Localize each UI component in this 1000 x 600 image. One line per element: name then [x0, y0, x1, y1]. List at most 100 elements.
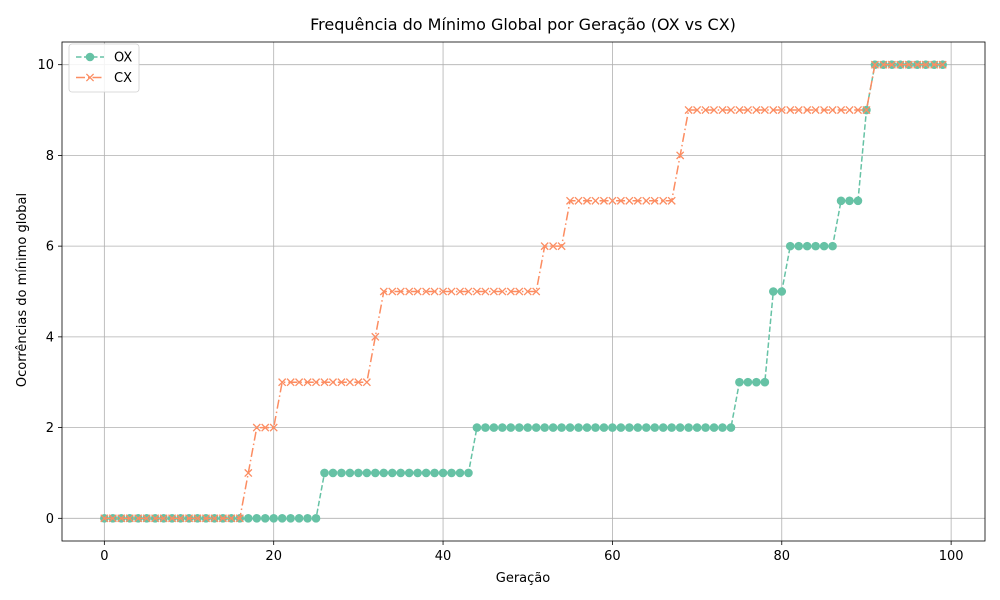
data-point-cx	[117, 514, 126, 523]
data-point-cx	[227, 514, 236, 523]
data-point-cx	[244, 468, 253, 478]
data-point-cx	[184, 514, 194, 523]
data-point-cx	[777, 105, 786, 115]
data-point-ox	[404, 468, 414, 478]
data-point-cx	[151, 514, 160, 523]
plot-area-border	[61, 41, 986, 542]
data-point-ox	[616, 423, 626, 432]
data-point-ox	[447, 468, 456, 478]
data-point-cx	[498, 287, 507, 296]
data-point-cx	[879, 60, 888, 69]
data-point-ox	[675, 423, 685, 432]
data-point-cx	[337, 378, 346, 387]
data-point-ox	[337, 468, 346, 478]
data-point-ox	[311, 514, 321, 523]
data-point-ox	[354, 468, 363, 478]
y-axis-ticks: 0 2 4 6 8 10	[37, 58, 62, 527]
data-point-cx	[633, 196, 642, 205]
data-point-ox	[811, 241, 820, 251]
data-point-ox	[514, 423, 524, 432]
data-point-cx	[481, 287, 490, 296]
data-point-ox	[794, 241, 804, 251]
data-point-cx	[557, 242, 566, 251]
y-tick-label: 8	[46, 149, 54, 164]
data-point-cx	[379, 287, 388, 296]
data-point-ox	[557, 423, 566, 432]
x-axis-label: Geração	[496, 571, 550, 586]
x-tick-label: 20	[265, 549, 282, 564]
data-point-cx	[794, 105, 803, 115]
data-point-ox	[828, 241, 837, 251]
data-point-cx	[862, 105, 871, 115]
data-point-ox	[735, 377, 744, 387]
y-tick-label: 4	[46, 330, 54, 345]
data-point-cx	[752, 105, 761, 115]
data-point-cx	[422, 287, 431, 296]
data-point-cx	[803, 105, 812, 115]
data-point-cx	[659, 196, 668, 205]
data-point-ox	[777, 287, 787, 296]
legend-entry-ox: OX	[76, 51, 132, 66]
data-point-cx	[549, 242, 558, 251]
data-point-cx	[616, 196, 625, 205]
data-point-ox	[743, 377, 753, 387]
data-point-ox	[608, 423, 617, 432]
data-point-ox	[658, 423, 668, 432]
data-point-cx	[269, 423, 278, 432]
data-point-cx	[354, 378, 363, 387]
data-point-ox	[269, 514, 278, 523]
data-point-ox	[294, 514, 304, 523]
data-point-ox	[243, 514, 253, 523]
legend-marker-cx	[85, 73, 95, 82]
data-point-cx	[159, 514, 168, 523]
data-point-cx	[464, 287, 473, 296]
data-point-cx	[125, 514, 134, 523]
data-point-cx	[769, 105, 778, 115]
data-point-ox	[387, 468, 397, 478]
data-point-cx	[100, 514, 109, 523]
data-point-cx	[760, 105, 769, 115]
data-point-cx	[320, 378, 329, 387]
data-point-ox	[709, 423, 719, 432]
data-point-ox	[836, 196, 846, 206]
data-point-cx	[887, 60, 896, 69]
data-point-ox	[523, 423, 533, 432]
data-point-cx	[278, 378, 287, 387]
data-point-cx	[625, 196, 634, 205]
chart-title: Frequência do Mínimo Global por Geração …	[310, 15, 736, 34]
data-point-ox	[498, 423, 507, 432]
data-point-cx	[261, 423, 270, 432]
data-point-cx	[896, 60, 905, 69]
x-tick-label: 40	[435, 549, 452, 564]
data-point-cx	[938, 60, 947, 69]
legend-marker-ox	[85, 52, 95, 62]
data-point-cx	[396, 287, 405, 296]
data-point-cx	[904, 60, 913, 69]
data-point-cx	[447, 287, 456, 296]
x-tick-label: 80	[773, 549, 790, 564]
data-point-ox	[701, 423, 710, 432]
data-point-ox	[760, 377, 770, 387]
y-tick-label: 10	[37, 58, 54, 73]
data-point-cx	[820, 105, 829, 115]
data-point-ox	[785, 241, 795, 251]
data-point-ox	[819, 241, 829, 251]
data-point-ox	[277, 514, 287, 523]
data-point-ox	[565, 423, 575, 432]
data-point-cx	[201, 514, 211, 523]
data-point-ox	[506, 423, 516, 432]
data-point-ox	[582, 423, 592, 432]
data-point-cx	[930, 60, 939, 69]
data-point-cx	[566, 196, 575, 205]
data-point-cx	[328, 378, 338, 387]
data-point-cx	[718, 105, 727, 115]
data-point-ox	[625, 423, 634, 432]
data-point-ox	[726, 423, 736, 432]
data-point-cx	[489, 287, 498, 296]
data-point-ox	[692, 423, 702, 432]
series-cx	[100, 60, 947, 523]
data-point-cx	[252, 423, 261, 432]
data-point-cx	[642, 196, 651, 205]
data-point-cx	[235, 514, 244, 523]
